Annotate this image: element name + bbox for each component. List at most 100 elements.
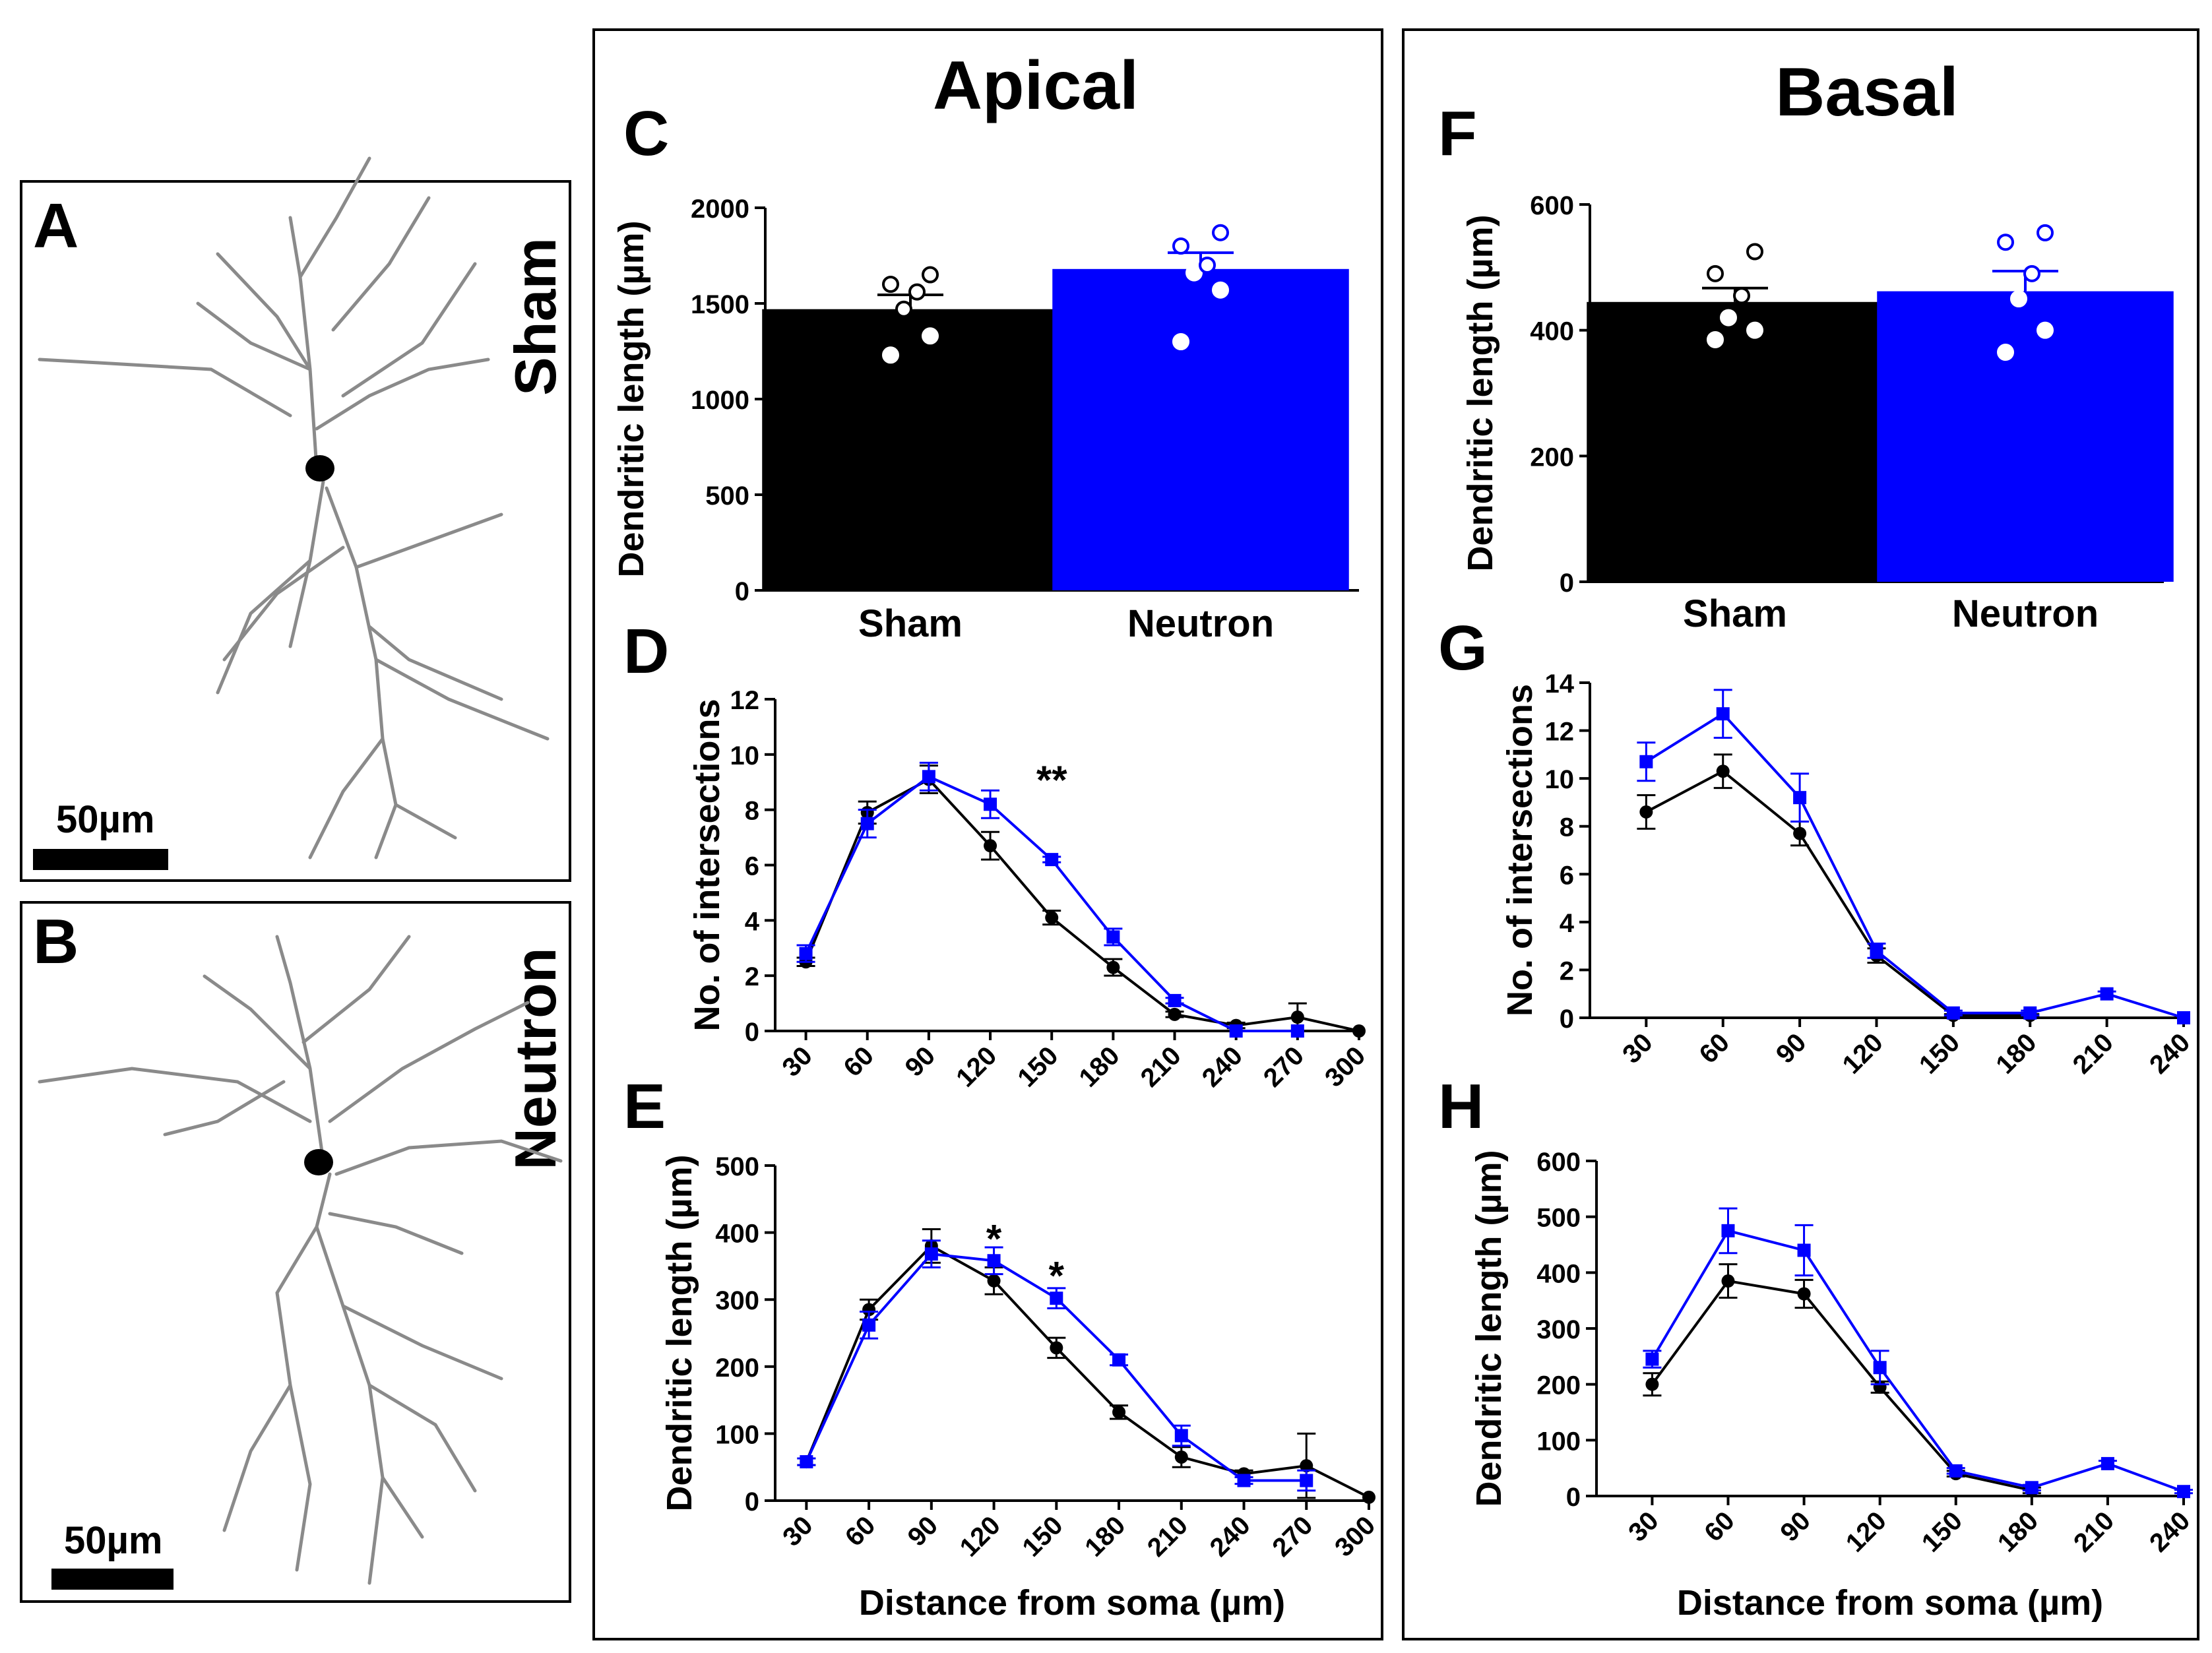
d-y-axis-label: No. of intersections (687, 699, 727, 1031)
d-x-tick-label: 240 (1197, 1041, 1248, 1092)
h-marker-neutron (2177, 1485, 2190, 1499)
g-marker-sham (1716, 764, 1730, 778)
h-x-tick-label: 120 (1841, 1506, 1892, 1557)
c-data-point (1199, 257, 1216, 274)
f-data-point (1997, 344, 2014, 361)
f-data-point (1733, 287, 1750, 305)
h-x-tick-label: 30 (1623, 1506, 1664, 1547)
h-marker-neutron (1873, 1361, 1887, 1375)
basal-title: Basal (1775, 54, 1959, 131)
f-data-point (1720, 309, 1737, 327)
e-y-tick-label: 300 (715, 1286, 759, 1315)
basal-frame (1402, 28, 2199, 1640)
e-x-tick-label: 30 (777, 1511, 819, 1552)
d-y-tick-label: 6 (745, 852, 759, 881)
c-data-point (922, 327, 939, 345)
e-marker-neutron (1174, 1429, 1188, 1443)
chart-h-basal-length-distance: 0 100 200 300 400 500 600 Dendritic length (µm)… (1469, 1148, 2196, 1623)
h-x-tick-label: 180 (1992, 1506, 2044, 1557)
e-y-tick-label: 100 (715, 1420, 759, 1449)
f-data-point (2037, 224, 2054, 241)
panel-e-letter: E (623, 1071, 666, 1142)
d-x-tick-label: 120 (951, 1041, 1002, 1092)
c-data-point (908, 283, 926, 301)
panel-a-letter: A (33, 191, 79, 261)
e-y-tick-label: 500 (715, 1152, 759, 1181)
d-marker-sham (1045, 911, 1059, 925)
g-marker-neutron (1870, 944, 1883, 958)
c-y-tick-label: 1000 (691, 386, 749, 415)
g-y-tick-label: 2 (1560, 956, 1574, 985)
g-y-axis-label: No. of intersections (1500, 684, 1540, 1016)
h-y-tick-label: 0 (1566, 1483, 1581, 1512)
d-y-tick-label: 4 (745, 907, 760, 936)
panel-a-condition: Sham (503, 237, 568, 396)
h-x-tick-label: 210 (2068, 1506, 2120, 1557)
h-marker-neutron (2101, 1456, 2114, 1470)
e-x-tick-label: 210 (1142, 1511, 1193, 1562)
d-marker-neutron (984, 797, 997, 811)
e-marker-sham (1174, 1450, 1188, 1464)
h-y-tick-label: 400 (1536, 1259, 1581, 1288)
g-marker-neutron (2023, 1006, 2037, 1020)
f-category-label: Neutron (1952, 592, 2099, 635)
f-data-point (1746, 321, 1763, 339)
h-marker-neutron (2025, 1481, 2038, 1495)
panel-c-letter: C (623, 98, 669, 169)
e-significance-marker: * (986, 1217, 1002, 1261)
neuron-a-soma (305, 455, 334, 482)
d-marker-sham (1106, 960, 1120, 974)
c-y-tick-label: 500 (705, 482, 749, 511)
e-marker-neutron (800, 1455, 813, 1469)
d-marker-neutron (1290, 1024, 1304, 1038)
d-significance-marker: ** (1036, 758, 1067, 802)
c-data-point (1212, 281, 1229, 299)
g-marker-neutron (2100, 987, 2114, 1001)
e-marker-neutron (1112, 1353, 1126, 1367)
e-marker-sham (1112, 1405, 1126, 1419)
g-y-tick-label: 8 (1560, 813, 1574, 842)
f-y-tick-label: 200 (1530, 443, 1574, 472)
d-marker-neutron (1106, 930, 1120, 944)
d-x-tick-label: 30 (776, 1041, 818, 1082)
e-x-tick-label: 300 (1329, 1511, 1381, 1562)
panel-a-frame (20, 180, 571, 882)
g-series-line-sham (1645, 769, 2031, 1017)
neuron-b-dendrites (38, 935, 563, 1585)
d-y-tick-label: 8 (745, 797, 759, 826)
d-marker-sham (1290, 1011, 1304, 1024)
g-marker-neutron (1946, 1006, 1960, 1020)
d-y-tick-label: 2 (745, 962, 759, 991)
chart-c-apical-length-bar: 0 500 1000 1500 2000 Dendritic length (µm) Sha… (612, 195, 1359, 645)
g-marker-neutron (1793, 791, 1807, 805)
h-x-tick-label: 90 (1775, 1506, 1816, 1547)
d-marker-sham (1168, 1007, 1182, 1021)
d-marker-sham (984, 839, 997, 853)
c-data-point (1212, 224, 1229, 241)
panel-b-neuron: B Neutron 50µm (20, 901, 571, 1603)
g-marker-sham (1639, 805, 1653, 819)
g-series-line-neutron (1645, 712, 2184, 1019)
h-marker-sham (1797, 1287, 1811, 1301)
e-marker-sham (1362, 1490, 1375, 1504)
h-marker-neutron (1797, 1243, 1811, 1257)
g-x-tick-label: 90 (1771, 1028, 1812, 1069)
g-marker-neutron (1716, 707, 1730, 721)
g-y-tick-label: 0 (1560, 1005, 1574, 1034)
c-data-point (922, 266, 939, 284)
e-y-tick-label: 400 (715, 1220, 759, 1249)
e-x-tick-label: 90 (902, 1511, 944, 1552)
e-y-tick-label: 0 (745, 1487, 759, 1516)
e-series-line-sham (805, 1244, 1370, 1499)
panel-b-letter: B (33, 906, 79, 977)
c-y-tick-label: 2000 (691, 195, 749, 224)
e-marker-sham (862, 1303, 876, 1317)
c-data-point (895, 300, 912, 318)
h-x-tick-label: 240 (2144, 1506, 2196, 1557)
g-marker-sham (1793, 826, 1807, 840)
e-marker-neutron (1237, 1474, 1251, 1487)
g-x-tick-label: 180 (1990, 1028, 2042, 1079)
h-series-line-neutron (1651, 1229, 2184, 1493)
f-data-point (1746, 243, 1763, 261)
e-marker-neutron (924, 1247, 938, 1261)
